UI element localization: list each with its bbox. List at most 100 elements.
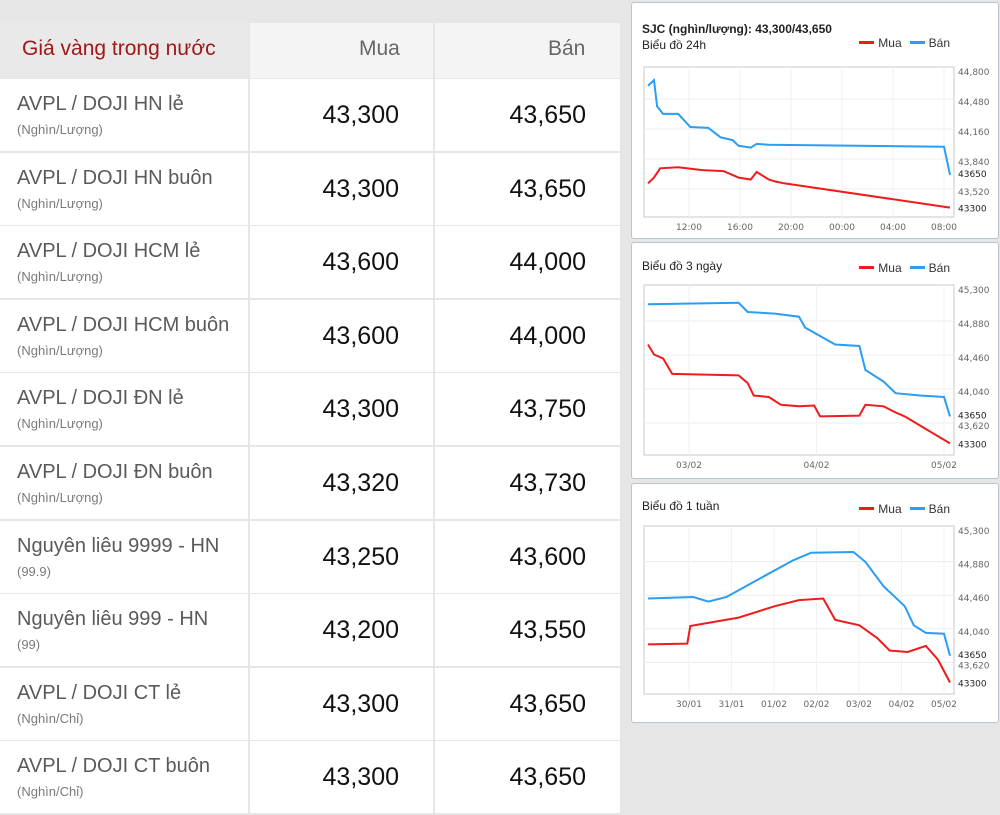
x-tick-label: 04/02 [889,700,915,710]
table-header: Giá vàng trong nước Mua Bán [0,23,620,78]
buy-price: 43,300 [322,763,399,792]
buy-price: 43,600 [322,248,399,277]
product-unit: (Nghìn/Lượng) [17,122,103,137]
table-title: Giá vàng trong nước [22,37,216,60]
product-unit: (Nghìn/Lượng) [17,342,103,358]
chart-title: Biểu đồ 24h [642,38,707,52]
chart-title: Biểu đồ 3 ngày [642,259,723,273]
x-tick-label: 08:00 [931,223,957,233]
product-unit: (99.9) [17,563,51,579]
x-tick-label: 03/02 [676,461,702,471]
y-tick-label: 45,300 [958,286,990,296]
end-value-label: 43300 [958,205,987,215]
sjc-price-header: SJC (nghìn/lượng): 43,300/43,650 [642,22,832,36]
product-name: AVPL / DOJI HN buôn [17,166,213,189]
sell-price: 44,000 [509,321,586,350]
end-value-label: 43300 [958,440,987,450]
sell-column-header: Bán [548,37,586,60]
product-name: AVPL / DOJI ĐN buôn [17,461,213,483]
x-tick-label: 00:00 [829,223,855,233]
product-unit: (Nghìn/Lượng) [17,195,103,211]
chart-svg: 44,800 44,480 44,160 43,840 43,520 12:00 16:00… [643,66,990,233]
sell-price: 44,000 [509,248,586,277]
chart-title: Biểu đồ 1 tuần [642,499,720,513]
x-tick-label: 03/02 [846,700,872,710]
chart-legend: Mua Bán [851,36,950,50]
sell-price: 43,730 [509,469,586,497]
table-row: AVPL / DOJI HCM buôn (Nghìn/Lượng) 43,600 4… [0,299,620,372]
product-unit: (Nghìn/Chỉ) [17,784,84,800]
y-tick-label: 44,880 [958,320,990,330]
product-name: Nguyên liêu 999 - HN [17,608,209,631]
sell-series-line [647,77,951,176]
y-tick-label: 44,160 [958,128,990,138]
y-tick-label: 43,840 [958,158,990,168]
chart-svg: 45,300 44,880 44,460 44,040 43,620 30/01 31/01… [643,525,990,710]
x-tick-label: 20:00 [778,223,804,233]
y-tick-label: 44,880 [958,561,990,571]
chart-legend: Mua Bán [851,502,950,516]
x-tick-label: 04/02 [804,461,830,471]
y-tick-label: 43,620 [958,422,990,432]
x-tick-label: 31/01 [719,700,745,710]
sell-price: 43,750 [509,395,586,424]
table-row: AVPL / DOJI CT buôn (Nghìn/Chỉ) 43,300 43,6… [0,741,620,814]
buy-price: 43,250 [322,542,399,571]
buy-series-line [647,597,951,683]
y-tick-label: 45,300 [958,527,990,537]
x-tick-label: 16:00 [727,223,753,233]
buy-price: 43,300 [322,689,399,718]
product-unit: (Nghìn/Lượng) [17,490,103,505]
product-name: AVPL / DOJI ĐN lẻ [17,387,184,410]
x-tick-label: 01/02 [761,700,787,710]
chart-24h: 44,800 44,480 44,160 43,840 43,520 12:00 16:00… [631,2,999,239]
product-unit: (Nghìn/Chỉ) [17,710,84,726]
y-tick-label: 44,460 [958,594,990,604]
product-name: Nguyên liêu 9999 - HN [17,534,220,557]
y-tick-label: 43,620 [958,661,990,671]
y-tick-label: 44,800 [958,68,990,78]
end-value-label: 43650 [958,170,987,180]
buy-price: 43,300 [322,174,399,203]
sell-price: 43,650 [509,101,586,129]
y-tick-label: 44,040 [958,628,990,638]
x-tick-label: 04:00 [880,223,906,233]
sell-price: 43,650 [509,763,586,792]
sell-series-line [647,301,951,417]
chart-svg: 45,300 44,880 44,460 44,040 43,620 03/02 04/02… [643,284,990,471]
buy-column-header: Mua [359,37,400,60]
buy-price: 43,600 [322,321,399,350]
table-row: AVPL / DOJI CT lẻ (Nghìn/Chỉ) 43,300 43,650 [0,667,620,740]
buy-series-line [647,343,951,445]
product-name: AVPL / DOJI HCM lẻ [17,240,201,263]
plot-area [643,284,955,456]
chart-3-days: 45,300 44,880 44,460 44,040 43,620 03/02 04/02… [631,242,999,479]
sell-price: 43,650 [509,689,586,718]
table-row: Nguyên liêu 9999 - HN (99.9) 43,250 43,600 [0,520,620,593]
table-row: AVPL / DOJI ĐN lẻ (Nghìn/Lượng) 43,300 43,7… [0,373,620,446]
product-name: AVPL / DOJI CT buôn [17,755,211,778]
chart-1-week: 45,300 44,880 44,460 44,040 43,620 30/01 31/01… [631,483,999,723]
product-unit: (Nghìn/Lượng) [17,416,103,432]
table-row: AVPL / DOJI ĐN buôn (Nghìn/Lượng) 43,320 43… [0,447,620,519]
product-name: AVPL / DOJI CT lẻ [17,681,182,704]
x-tick-label: 05/02 [931,461,957,471]
chart-legend: Mua Bán [851,261,950,275]
x-tick-label: 30/01 [676,700,702,710]
plot-area [643,66,955,218]
product-unit: (99) [17,637,41,653]
y-tick-label: 44,480 [958,98,990,108]
buy-price: 43,200 [322,616,399,645]
sell-series-line [647,550,951,657]
end-value-label: 43650 [958,651,987,661]
table-row: AVPL / DOJI HN lẻ (Nghìn/Lượng) 43,300 43,6… [0,79,620,151]
buy-series-line [647,166,951,209]
product-unit: (Nghìn/Lượng) [17,269,103,285]
sell-price: 43,600 [509,542,586,571]
product-name: AVPL / DOJI HCM buôn [17,313,230,336]
table-row: AVPL / DOJI HN buôn (Nghìn/Lượng) 43,300 43… [0,152,620,225]
table-row: AVPL / DOJI HCM lẻ (Nghìn/Lượng) 43,600 44,… [0,226,620,299]
table-row: Nguyên liêu 999 - HN (99) 43,200 43,550 [0,594,620,667]
buy-price: 43,320 [322,469,399,497]
y-tick-label: 44,460 [958,354,990,364]
